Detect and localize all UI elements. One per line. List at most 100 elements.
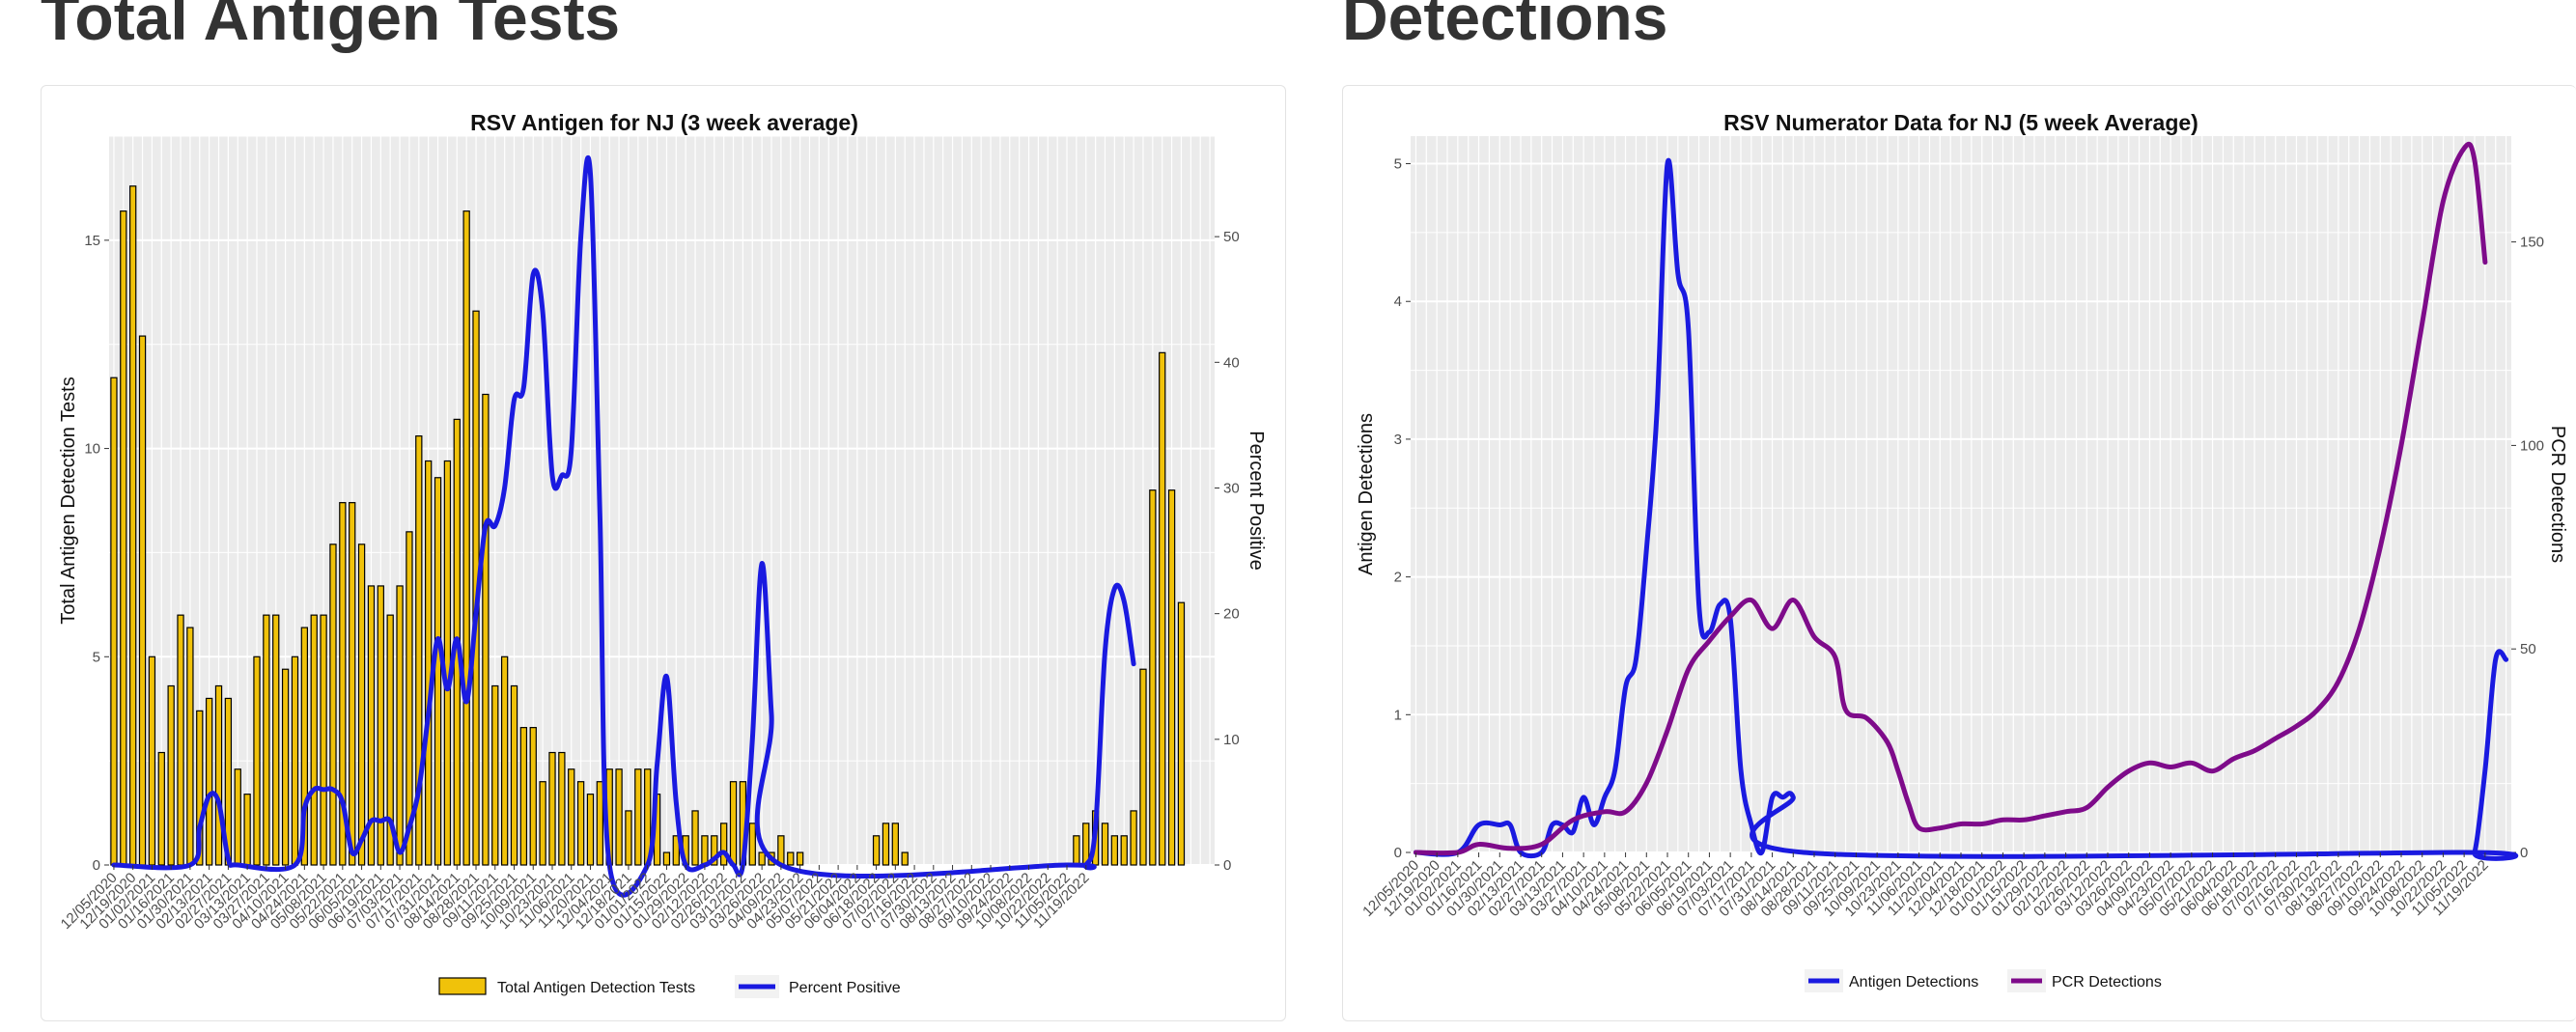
bar bbox=[634, 768, 642, 866]
y-tick-label: 5 bbox=[1394, 156, 1402, 173]
bar bbox=[291, 655, 299, 866]
bar bbox=[662, 851, 671, 866]
chart-title: RSV Antigen for NJ (3 week average) bbox=[470, 110, 858, 135]
bar bbox=[1159, 351, 1166, 866]
y2-axis-label: Percent Positive bbox=[1246, 431, 1267, 571]
bar bbox=[701, 835, 709, 866]
bar bbox=[120, 210, 127, 866]
bar bbox=[434, 477, 442, 866]
y2-tick-label: 20 bbox=[1223, 606, 1240, 623]
bar bbox=[253, 655, 261, 866]
y-axis-label: Total Antigen Detection Tests bbox=[58, 377, 79, 624]
y2-tick-label: 50 bbox=[2520, 641, 2536, 657]
bar bbox=[586, 794, 595, 866]
bar bbox=[157, 751, 165, 866]
bar bbox=[711, 835, 718, 866]
y-tick-label: 4 bbox=[1394, 293, 1402, 310]
section-title-detections: Detections bbox=[1342, 0, 1668, 53]
bar bbox=[1120, 835, 1128, 866]
bar bbox=[729, 781, 738, 866]
y2-tick-label: 40 bbox=[1223, 354, 1240, 371]
detections-chart: RSV Numerator Data for NJ (5 week Averag… bbox=[1356, 110, 2568, 992]
bar bbox=[1139, 668, 1147, 866]
bar bbox=[1110, 835, 1119, 866]
bar bbox=[491, 684, 499, 866]
chart-title: RSV Numerator Data for NJ (5 week Averag… bbox=[1723, 110, 2198, 135]
y2-tick-label: 0 bbox=[1223, 857, 1231, 874]
detections-chart-card: RSV Numerator Data for NJ (5 week Averag… bbox=[1342, 85, 2576, 1021]
bar bbox=[1167, 489, 1176, 866]
bar bbox=[748, 823, 756, 866]
bar bbox=[396, 585, 404, 866]
bar bbox=[281, 668, 290, 866]
bar bbox=[758, 851, 766, 866]
percent-positive-line bbox=[111, 154, 1136, 898]
bar bbox=[386, 614, 394, 866]
bar bbox=[205, 697, 213, 866]
y-tick-label: 0 bbox=[1394, 845, 1402, 861]
bar bbox=[177, 614, 184, 866]
bar bbox=[234, 768, 241, 866]
bar bbox=[320, 614, 327, 866]
legend-label: PCR Detections bbox=[2052, 974, 2162, 990]
bar bbox=[482, 393, 490, 866]
bar bbox=[901, 851, 909, 866]
bar bbox=[787, 851, 795, 866]
bar bbox=[519, 727, 528, 866]
bar bbox=[615, 768, 623, 866]
y2-tick-label: 100 bbox=[2520, 437, 2544, 454]
bar bbox=[406, 531, 413, 866]
antigen-chart-card: RSV Antigen for NJ (3 week average) 0 5 10 1… bbox=[41, 85, 1286, 1021]
y-tick-label: 3 bbox=[1394, 432, 1402, 448]
legend-label: Antigen Detections bbox=[1849, 974, 1978, 990]
y-tick-label: 0 bbox=[93, 857, 100, 874]
bar bbox=[891, 823, 899, 866]
bar bbox=[500, 655, 509, 866]
y-tick-label: 5 bbox=[93, 649, 100, 665]
bar bbox=[539, 781, 546, 866]
antigen-tests-chart: RSV Antigen for NJ (3 week average) 0 5 10 1… bbox=[58, 110, 1267, 998]
bar bbox=[357, 544, 366, 866]
bar bbox=[872, 835, 881, 866]
y2-tick-label: 150 bbox=[2520, 235, 2544, 251]
y2-tick-label: 50 bbox=[1223, 229, 1240, 245]
y2-axis-label: PCR Detections bbox=[2547, 426, 2568, 563]
y2-tick-label: 30 bbox=[1223, 480, 1240, 496]
bar bbox=[1101, 823, 1109, 866]
bar bbox=[576, 781, 585, 866]
antigen-detections-line bbox=[1413, 157, 2519, 861]
bar bbox=[272, 614, 280, 866]
bar bbox=[148, 655, 156, 866]
y-tick-label: 2 bbox=[1394, 570, 1402, 586]
bar bbox=[310, 614, 318, 866]
bar bbox=[1130, 810, 1137, 866]
bar bbox=[568, 768, 575, 866]
bar bbox=[462, 210, 470, 866]
legend-label: Percent Positive bbox=[789, 980, 901, 996]
y-tick-label: 15 bbox=[84, 233, 100, 249]
bar bbox=[529, 727, 537, 866]
bar bbox=[691, 810, 699, 866]
bar bbox=[882, 823, 890, 866]
bar bbox=[548, 751, 556, 866]
bar bbox=[1149, 489, 1157, 866]
bar bbox=[1177, 601, 1186, 866]
bar bbox=[129, 185, 137, 866]
bar bbox=[243, 794, 251, 866]
bar bbox=[214, 684, 223, 866]
bar bbox=[425, 460, 433, 866]
bar bbox=[186, 627, 194, 866]
bar bbox=[672, 835, 680, 866]
y2-tick-label: 10 bbox=[1223, 732, 1240, 748]
bar bbox=[558, 751, 566, 866]
section-title-antigen-tests: Total Antigen Tests bbox=[41, 0, 621, 53]
bar bbox=[510, 684, 518, 866]
bar bbox=[167, 684, 175, 866]
legend-bar-swatch bbox=[438, 977, 487, 995]
bar bbox=[596, 781, 604, 866]
pcr-detections-line bbox=[1413, 141, 2488, 856]
bar bbox=[443, 460, 452, 866]
bar bbox=[719, 823, 728, 866]
y2-tick-label: 0 bbox=[2520, 845, 2528, 861]
bar bbox=[367, 585, 376, 866]
